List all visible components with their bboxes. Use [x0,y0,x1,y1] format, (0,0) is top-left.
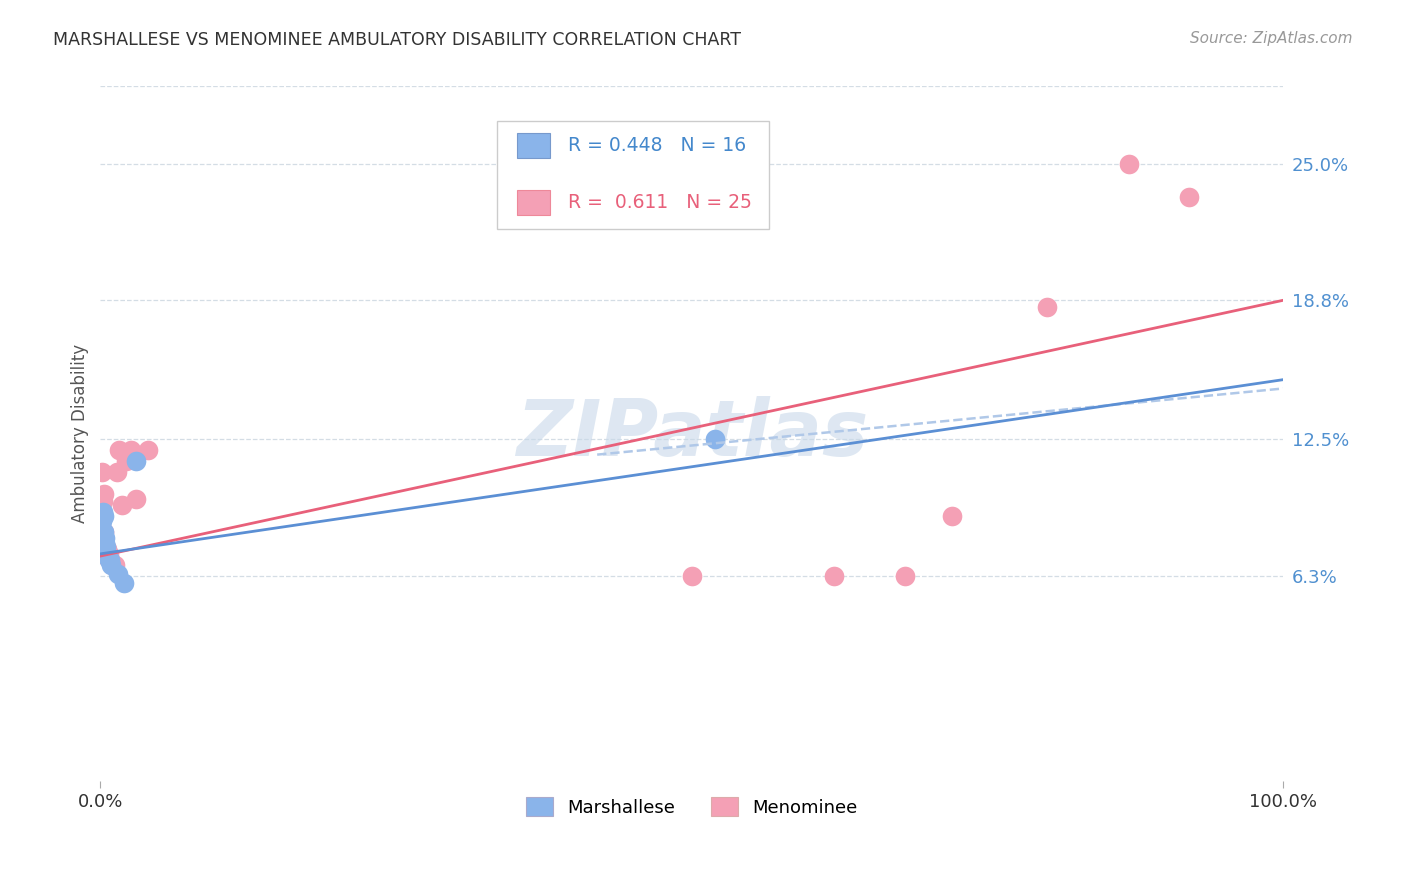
Point [105,465,128,479]
Point [136,443,159,458]
Point [1118,156,1140,170]
Point [112,575,135,590]
Point [107,566,129,581]
Point [93,524,115,539]
Point [111,499,134,513]
Text: Source: ZipAtlas.com: Source: ZipAtlas.com [1189,31,1353,46]
Point [96,542,118,557]
Point [98,553,121,567]
Point [97,553,120,567]
Point [1035,300,1057,314]
Point [93,509,115,524]
Point [97,547,120,561]
Y-axis label: Ambulatory Disability: Ambulatory Disability [72,344,89,524]
Point [93,487,115,501]
Point [94,532,117,546]
Point [704,432,727,446]
Point [100,558,122,572]
Text: R = 0.448   N = 16: R = 0.448 N = 16 [568,136,745,155]
Point [91,505,114,519]
Point [91,494,114,508]
Point [115,454,138,468]
Point [941,509,963,524]
Text: ZIPatlas: ZIPatlas [516,396,868,472]
Legend: Marshallese, Menominee: Marshallese, Menominee [519,790,865,824]
Point [681,569,703,583]
Point [94,544,117,558]
Point [120,443,142,458]
Point [90,465,112,479]
FancyBboxPatch shape [496,121,769,228]
Point [93,524,115,539]
Point [125,454,148,468]
Point [94,536,117,550]
Point [823,569,845,583]
Point [1177,189,1199,203]
FancyBboxPatch shape [517,133,550,158]
Point [90,514,112,528]
Point [98,553,121,567]
Point [103,558,125,572]
Text: MARSHALLESE VS MENOMINEE AMBULATORY DISABILITY CORRELATION CHART: MARSHALLESE VS MENOMINEE AMBULATORY DISA… [53,31,741,49]
Point [96,547,118,561]
Text: R =  0.611   N = 25: R = 0.611 N = 25 [568,193,751,211]
Point [96,549,118,563]
Point [108,443,131,458]
Point [101,558,124,572]
Point [893,569,915,583]
Point [125,491,148,506]
Point [96,541,118,555]
Point [96,549,118,563]
FancyBboxPatch shape [517,190,550,215]
